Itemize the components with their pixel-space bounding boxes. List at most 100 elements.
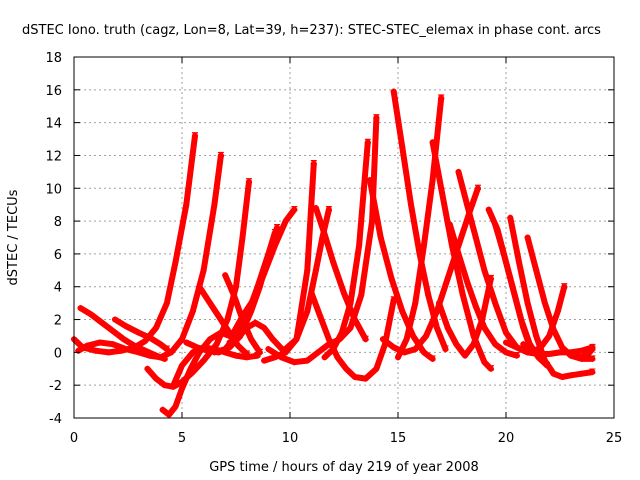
data-point [191, 132, 198, 139]
data-point [304, 267, 311, 274]
data-point [282, 349, 289, 356]
data-point [487, 365, 494, 372]
data-point [325, 336, 332, 343]
data-point [509, 283, 516, 290]
data-point [507, 214, 514, 221]
data-point [364, 138, 371, 144]
data-point [528, 349, 535, 356]
data-point [559, 373, 566, 380]
data-point [315, 349, 322, 356]
data-point [377, 234, 384, 241]
data-point [561, 283, 568, 289]
data-arc-trail [507, 214, 596, 380]
data-point [88, 311, 95, 318]
data-point [578, 370, 585, 377]
data-point [200, 357, 207, 364]
data-point [325, 206, 332, 212]
data-point [557, 349, 563, 356]
data-point [429, 355, 436, 362]
data-point [589, 346, 596, 353]
data-point [291, 359, 298, 366]
data-point [351, 373, 358, 380]
data-point [436, 300, 443, 307]
data-point [442, 345, 449, 351]
data-point [410, 332, 417, 339]
data-point [515, 259, 522, 266]
data-point [500, 250, 507, 257]
data-point [444, 275, 451, 282]
y-tick-label: 14 [45, 117, 62, 132]
data-arc-trail [308, 290, 397, 382]
data-point [356, 242, 363, 249]
data-arc-29 [507, 214, 596, 380]
data-arc-trail [312, 205, 369, 343]
data-point [291, 206, 298, 212]
data-point [282, 218, 289, 225]
y-tick-label: 6 [54, 248, 62, 263]
data-point [487, 365, 494, 371]
data-point [183, 339, 190, 346]
data-point [412, 346, 419, 353]
data-point [578, 347, 585, 354]
data-point [163, 346, 170, 353]
data-point [226, 339, 233, 346]
x-tick-label: 15 [390, 431, 407, 446]
data-point [217, 151, 224, 158]
data-point [77, 305, 84, 312]
grid-lines [74, 57, 614, 418]
data-point [325, 206, 332, 213]
data-point [248, 336, 255, 343]
data-point [541, 300, 548, 307]
data-arc-trail [144, 178, 252, 390]
data-point [109, 328, 116, 335]
data-point [485, 206, 492, 213]
data-point [166, 411, 173, 418]
chart-title: dSTEC Iono. truth (cagz, Lon=8, Lat=39, … [22, 23, 601, 38]
data-point [235, 342, 242, 349]
data-point [334, 354, 341, 361]
data-arc-32 [520, 283, 568, 356]
data-point [369, 218, 376, 225]
data-point [550, 370, 557, 377]
data-point [442, 346, 449, 353]
data-point [559, 344, 566, 351]
data-point [153, 352, 160, 359]
data-point [420, 349, 427, 356]
y-tick-label: 12 [45, 149, 62, 164]
data-point [330, 346, 337, 353]
data-arc-trail [75, 152, 224, 361]
data-point [518, 316, 525, 323]
data-point [207, 336, 214, 343]
data-point [172, 403, 179, 410]
data-arc-2 [75, 151, 224, 361]
data-point [403, 336, 410, 343]
data-point [271, 242, 278, 249]
data-arc-19 [366, 177, 436, 362]
data-point [401, 349, 408, 356]
data-point [585, 351, 592, 358]
data-point [304, 308, 311, 315]
data-point [373, 365, 380, 372]
data-point [187, 365, 194, 372]
data-point [438, 95, 445, 102]
data-point [189, 308, 196, 315]
data-point [481, 359, 488, 366]
data-point [461, 352, 468, 359]
data-point [213, 341, 220, 348]
data-point [163, 300, 170, 307]
x-tick-label: 10 [282, 431, 299, 446]
data-point [474, 185, 481, 192]
data-point [433, 324, 440, 331]
data-point [239, 313, 246, 320]
data-point [341, 290, 347, 297]
data-point [472, 234, 479, 241]
data-point [317, 313, 324, 320]
data-point [222, 272, 229, 279]
data-arc-trail [379, 185, 481, 356]
data-point [503, 329, 509, 336]
data-point [122, 323, 129, 330]
y-tick-label: 2 [54, 314, 62, 329]
data-point [388, 275, 395, 282]
data-point [153, 375, 160, 382]
data-point [492, 341, 499, 348]
